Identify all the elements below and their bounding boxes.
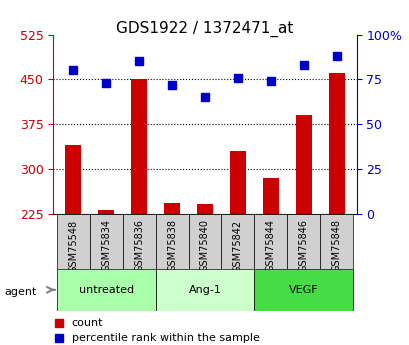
FancyBboxPatch shape [155, 214, 188, 269]
Text: GSM75844: GSM75844 [265, 219, 275, 273]
Text: GSM75842: GSM75842 [232, 219, 243, 273]
Bar [196, 204, 213, 214]
Text: Ang-1: Ang-1 [188, 285, 221, 295]
Text: GSM75840: GSM75840 [200, 219, 209, 273]
Bar [328, 73, 344, 214]
FancyBboxPatch shape [254, 214, 287, 269]
Bar [65, 145, 81, 214]
FancyBboxPatch shape [287, 214, 320, 269]
Text: GDS1922 / 1372471_at: GDS1922 / 1372471_at [116, 21, 293, 37]
FancyBboxPatch shape [320, 214, 353, 269]
Text: GSM75548: GSM75548 [68, 219, 78, 273]
FancyBboxPatch shape [56, 269, 155, 310]
FancyBboxPatch shape [155, 269, 254, 310]
FancyBboxPatch shape [89, 214, 122, 269]
Text: GSM75836: GSM75836 [134, 219, 144, 273]
Text: percentile rank within the sample: percentile rank within the sample [71, 333, 259, 343]
FancyBboxPatch shape [188, 214, 221, 269]
Text: GSM75838: GSM75838 [166, 219, 177, 273]
FancyBboxPatch shape [122, 214, 155, 269]
Text: GSM75848: GSM75848 [331, 219, 341, 273]
Bar [229, 151, 246, 214]
Text: VEGF: VEGF [288, 285, 318, 295]
Text: count: count [71, 318, 103, 327]
Text: GSM75834: GSM75834 [101, 219, 111, 273]
Text: agent: agent [4, 287, 36, 296]
Bar [295, 115, 311, 214]
Text: untreated: untreated [78, 285, 133, 295]
Bar [262, 178, 279, 214]
FancyBboxPatch shape [254, 269, 353, 310]
Text: GSM75846: GSM75846 [298, 219, 308, 273]
Bar [163, 203, 180, 214]
Bar [98, 210, 114, 214]
FancyBboxPatch shape [56, 214, 89, 269]
FancyBboxPatch shape [221, 214, 254, 269]
Bar [130, 79, 147, 214]
